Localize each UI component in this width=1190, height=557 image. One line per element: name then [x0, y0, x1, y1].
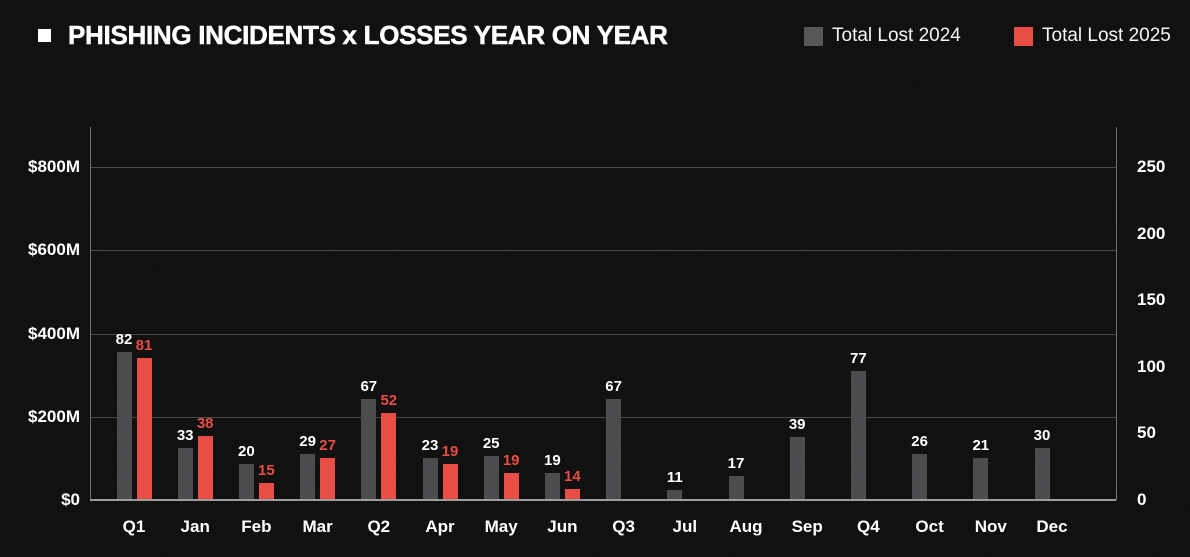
- bar-total-lost-2024-q3[interactable]: [606, 399, 622, 500]
- x-axis-baseline: [90, 499, 1116, 501]
- bar-total-lost-2024-apr[interactable]: [422, 458, 438, 500]
- bar-value-label-total-lost-2025-apr: 19: [441, 443, 459, 460]
- bar-value-label-total-lost-2025-q2: 52: [380, 392, 398, 409]
- gridline-600m: [90, 250, 1116, 252]
- bar-value-label-total-lost-2024-dec: 30: [1033, 427, 1051, 444]
- x-axis-label-q2: Q2: [367, 517, 391, 536]
- bar-total-lost-2025-q1[interactable]: [136, 358, 152, 500]
- bar-total-lost-2024-oct[interactable]: [912, 454, 928, 500]
- x-axis-label-aug: Aug: [729, 517, 763, 536]
- bar-total-lost-2024-q4[interactable]: [850, 371, 866, 500]
- left-axis-tick-0: $0: [61, 490, 80, 509]
- bar-value-label-total-lost-2024-aug: 17: [727, 455, 745, 472]
- bar-total-lost-2024-nov[interactable]: [973, 458, 989, 500]
- x-axis-label-dec: Dec: [1036, 517, 1068, 536]
- left-axis-tick-200m: $200M: [28, 406, 80, 426]
- x-axis-label-q4: Q4: [857, 517, 880, 536]
- bar-total-lost-2024-aug[interactable]: [728, 476, 744, 500]
- gridline-400m: [90, 333, 1116, 335]
- bar-value-label-total-lost-2024-jun: 19: [544, 452, 561, 469]
- gridline-200m: [90, 416, 1116, 418]
- left-axis-line: [90, 127, 91, 500]
- bar-value-label-total-lost-2025-jun: 14: [564, 468, 581, 485]
- bar-total-lost-2025-feb[interactable]: [258, 483, 274, 500]
- x-axis-label-q3: Q3: [612, 517, 635, 536]
- x-axis-label-nov: Nov: [974, 517, 1007, 536]
- bar-total-lost-2024-q1[interactable]: [116, 352, 132, 500]
- right-axis-tick-250: 250: [1137, 157, 1166, 176]
- bar-total-lost-2025-mar[interactable]: [320, 458, 336, 500]
- bar-value-label-total-lost-2024-q3: 67: [605, 378, 622, 395]
- right-axis-tick-100: 100: [1137, 356, 1166, 376]
- bar-total-lost-2024-sep[interactable]: [789, 437, 805, 500]
- square-bullet-icon: [38, 29, 51, 42]
- left-axis-tick-800m: $800M: [28, 157, 80, 176]
- bar-total-lost-2025-may[interactable]: [503, 473, 519, 500]
- x-axis-label-jun: Jun: [547, 517, 578, 536]
- left-axis-tick-400m: $400M: [28, 323, 80, 343]
- right-axis-tick-150: 150: [1137, 290, 1166, 310]
- legend-swatch-2025-icon: [1014, 26, 1033, 46]
- x-axis-label-sep: Sep: [791, 517, 823, 536]
- gridline-800m: [90, 167, 1116, 168]
- bar-total-lost-2024-q2[interactable]: [361, 399, 377, 500]
- legend-item-total-lost-2024[interactable]: Total Lost 2024: [804, 25, 961, 47]
- bar-value-label-total-lost-2025-may: 19: [502, 452, 520, 469]
- bar-value-label-total-lost-2024-may: 25: [482, 435, 500, 452]
- legend-label-2025: Total Lost 2025: [1042, 25, 1171, 46]
- right-axis-tick-50: 50: [1137, 423, 1156, 443]
- bar-value-label-total-lost-2024-feb: 20: [238, 443, 255, 460]
- x-axis-label-may: May: [484, 517, 518, 536]
- left-axis-tick-600m: $600M: [28, 240, 80, 260]
- legend-item-total-lost-2025[interactable]: Total Lost 2025: [1014, 25, 1171, 47]
- legend-swatch-2024-icon: [804, 26, 823, 46]
- bar-total-lost-2025-jan[interactable]: [197, 436, 213, 500]
- right-axis-tick-0: 0: [1137, 490, 1147, 509]
- x-axis-label-apr: Apr: [425, 517, 455, 536]
- bar-value-label-total-lost-2024-nov: 21: [972, 437, 990, 454]
- x-axis-label-mar: Mar: [302, 517, 333, 536]
- x-axis-label-jul: Jul: [672, 517, 698, 536]
- right-axis-tick-200: 200: [1137, 223, 1166, 243]
- bar-total-lost-2025-apr[interactable]: [442, 464, 458, 500]
- bar-value-label-total-lost-2024-sep: 39: [788, 416, 806, 433]
- chart-title: PHISHING INCIDENTS x LOSSES YEAR ON YEAR: [68, 20, 668, 50]
- bar-value-label-total-lost-2025-jan: 38: [196, 415, 214, 432]
- bar-value-label-total-lost-2024-jul: 11: [666, 469, 683, 486]
- bar-value-label-total-lost-2024-oct: 26: [911, 433, 928, 450]
- right-axis-line: [1116, 127, 1117, 500]
- bar-total-lost-2024-jan[interactable]: [177, 448, 193, 500]
- bar-value-label-total-lost-2025-feb: 15: [258, 462, 275, 479]
- bar-total-lost-2025-q2[interactable]: [381, 413, 397, 500]
- bar-value-label-total-lost-2024-q4: 77: [850, 350, 867, 367]
- legend-label-2024: Total Lost 2024: [832, 25, 961, 46]
- bar-value-label-total-lost-2025-q1: 81: [135, 337, 153, 354]
- x-axis-label-oct: Oct: [915, 517, 944, 536]
- bar-total-lost-2024-mar[interactable]: [300, 454, 316, 500]
- bar-value-label-total-lost-2025-mar: 27: [319, 437, 336, 454]
- x-axis-label-jan: Jan: [180, 517, 210, 536]
- x-axis-label-feb: Feb: [241, 517, 272, 536]
- bar-total-lost-2024-dec[interactable]: [1034, 448, 1050, 500]
- x-axis-label-q1: Q1: [122, 517, 146, 536]
